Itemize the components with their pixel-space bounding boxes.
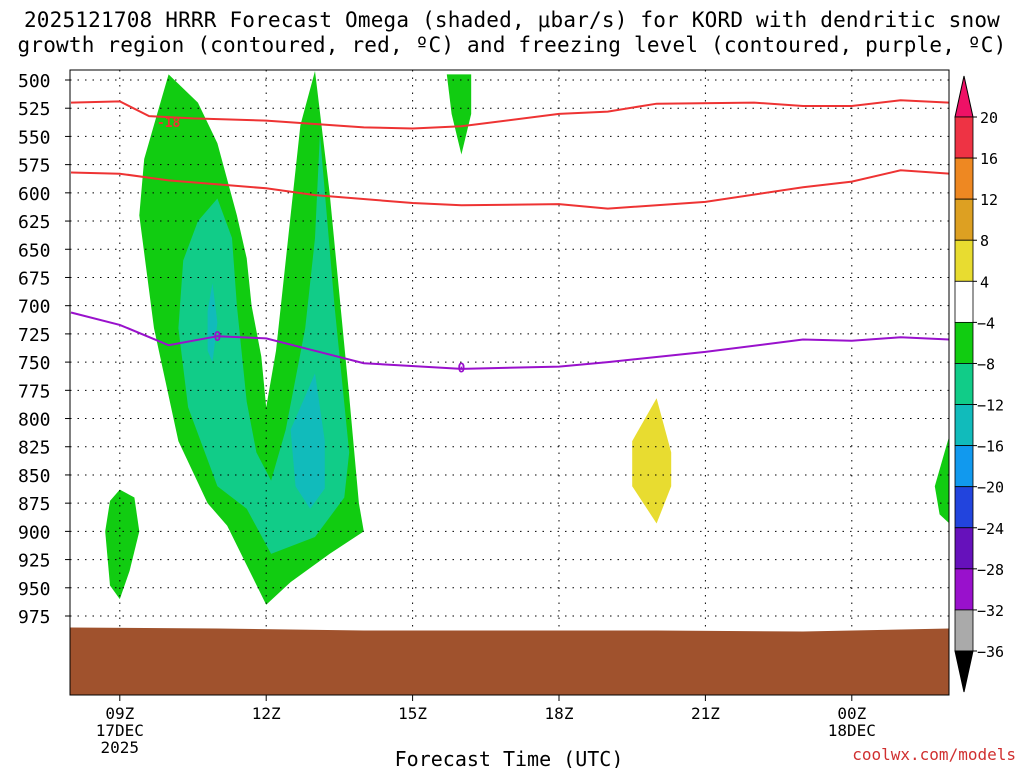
omega-green-small-left xyxy=(105,489,140,600)
y-tick-label: 625 xyxy=(18,212,51,233)
ground xyxy=(70,627,949,695)
x-tick-label: 09Z xyxy=(105,704,134,723)
colorbar-label: −28 xyxy=(977,561,1004,579)
y-tick-label: 850 xyxy=(18,466,51,487)
x-tick-label: 21Z xyxy=(691,704,720,723)
colorbar-swatch xyxy=(954,363,974,405)
colorbar-swatch xyxy=(954,486,974,529)
y-tick-label: 925 xyxy=(18,551,51,572)
y-tick-label: 600 xyxy=(18,184,51,205)
chart-title-line-1: 2025121708 HRRR Forecast Omega (shaded, … xyxy=(23,8,1001,32)
y-tick-label: 875 xyxy=(18,494,51,515)
y-tick-label: 975 xyxy=(18,607,51,628)
freezing-level-label: 0 xyxy=(213,330,221,345)
x-tick-label: 18Z xyxy=(545,704,574,723)
x-tick-date: 17DEC xyxy=(96,721,144,740)
omega-green-upper-strip xyxy=(446,74,472,155)
colorbar-swatch xyxy=(954,116,974,159)
freezing-level-line xyxy=(70,311,949,370)
dgz-top-line xyxy=(70,99,949,130)
x-tick-year: 2025 xyxy=(101,738,140,757)
freezing-level-label: 0 xyxy=(457,362,465,377)
colorbar: 20 16 12 8 4 −4 −8 −12 −16 −20 −24 −28 −32 −36 xyxy=(954,75,1004,693)
colorbar-label: 4 xyxy=(980,273,989,291)
plot-frame xyxy=(69,69,950,696)
y-tick-label: 700 xyxy=(18,297,51,318)
colorbar-swatch xyxy=(954,568,974,611)
y-tick-label: 525 xyxy=(18,99,51,120)
y-tick-label: 575 xyxy=(18,156,51,177)
colorbar-label: −24 xyxy=(977,520,1004,538)
x-tick-label: 00Z xyxy=(837,704,866,723)
dgz-top-label: -18 xyxy=(157,116,181,131)
y-axis: 500 525 550 575 600 625 650 675 700 725 750 775 800 8… xyxy=(18,71,70,628)
colorbar-label: 12 xyxy=(980,191,998,209)
colorbar-swatch xyxy=(954,321,974,364)
y-tick-label: 725 xyxy=(18,325,51,346)
colorbar-swatch xyxy=(954,157,974,200)
colorbar-label: −16 xyxy=(977,438,1004,456)
y-tick-label: 800 xyxy=(18,410,51,431)
y-tick-label: 675 xyxy=(18,268,51,289)
omega-green-right-edge xyxy=(934,436,949,524)
colorbar-swatch xyxy=(954,609,974,652)
colorbar-label: −36 xyxy=(977,643,1004,661)
y-tick-label: 650 xyxy=(18,240,51,261)
y-tick-label: 750 xyxy=(18,353,51,374)
x-tick-date: 18DEC xyxy=(828,721,876,740)
colorbar-label: −4 xyxy=(977,314,995,332)
colorbar-label: −8 xyxy=(977,355,995,373)
omega-cyan-upper xyxy=(207,283,218,363)
omega-yellow xyxy=(632,398,672,524)
y-tick-label: 775 xyxy=(18,381,51,402)
colorbar-swatch xyxy=(954,280,974,323)
x-tick-label: 15Z xyxy=(398,704,427,723)
dgz-bottom-line xyxy=(70,169,949,210)
x-axis-label: Forecast Time (UTC) xyxy=(395,747,624,768)
omega-cyan-lower xyxy=(290,373,325,509)
y-tick-label: 500 xyxy=(18,71,51,92)
colorbar-label: −32 xyxy=(977,602,1004,620)
colorbar-swatch xyxy=(954,445,974,488)
colorbar-top-arrow xyxy=(954,75,974,118)
colorbar-swatch xyxy=(954,239,974,282)
colorbar-swatch xyxy=(954,404,974,447)
colorbar-swatch xyxy=(954,527,974,570)
terrain-layer xyxy=(70,627,949,695)
chart-title-line-2: growth region (contoured, red, ºC) and f… xyxy=(17,33,1007,57)
y-tick-label: 825 xyxy=(18,438,51,459)
colorbar-swatch xyxy=(954,198,974,241)
colorbar-label: 20 xyxy=(980,109,998,127)
colorbar-label: 8 xyxy=(980,232,989,250)
contour-layer: -18 0 0 xyxy=(70,99,949,377)
x-tick-label: 12Z xyxy=(252,704,281,723)
colorbar-bottom-arrow xyxy=(954,650,974,693)
colorbar-label: −20 xyxy=(977,479,1004,497)
y-tick-label: 550 xyxy=(18,127,51,148)
colorbar-label: 16 xyxy=(980,150,998,168)
colorbar-label: −12 xyxy=(977,397,1004,415)
y-tick-label: 900 xyxy=(18,522,51,543)
y-tick-label: 950 xyxy=(18,579,51,600)
source-credit: coolwx.com/models xyxy=(852,745,1016,764)
